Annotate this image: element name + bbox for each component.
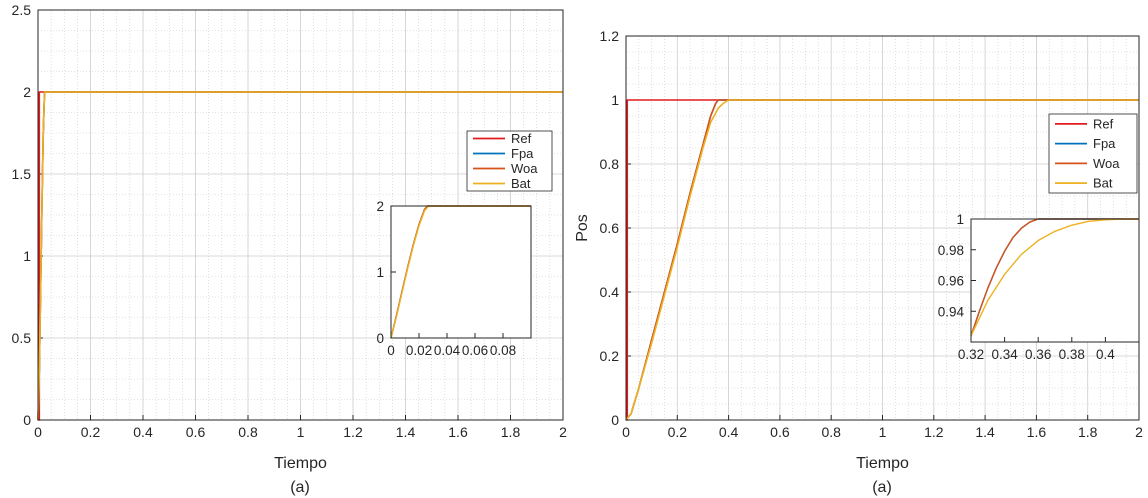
panel-1-legend-label-bat: Bat (511, 176, 531, 191)
panel-1-x-tick-label: 1.6 (448, 424, 468, 440)
panel-2-inset-axes: 0.32 0.34 0.36 0.38 0.4 0.94 0.96 0.98 1 (938, 212, 1140, 362)
panel-2-y-tick-label: 0.4 (600, 284, 620, 300)
panel-1-x-tick-label: 1 (297, 424, 305, 440)
panel-2-legend-label-ref: Ref (1093, 116, 1114, 131)
panel-1-inset-frame (390, 205, 532, 339)
panel-2-y-tick-label: 1.2 (600, 28, 620, 44)
panel-1-inset-y-tick-label: 0 (376, 331, 384, 346)
panel-1-x-tick-label: 0.4 (133, 424, 153, 440)
panel-2-x-tick-label: 0 (622, 424, 630, 440)
panel-1-inset-axes: 0 0.02 0.04 0.06 0.08 0 1 2 (376, 199, 532, 358)
panel-1-y-tick-label: 1 (23, 248, 31, 264)
panel-1-legend-box (466, 130, 553, 192)
panel-1-y-tick-label: 2 (23, 84, 31, 100)
panel-2-inset-x-tick-label: 0.4 (1096, 347, 1115, 362)
panel-2-x-tick-label: 1 (879, 424, 887, 440)
panel-2-legend-box (1048, 113, 1138, 194)
panel-1-inset-series-bat (390, 205, 531, 339)
panel-2-legend-label-fpa: Fpa (1093, 136, 1116, 151)
panel-1-legend-label-ref: Ref (511, 131, 532, 146)
panel-2-inset-x-tick-label: 0.34 (991, 347, 1018, 362)
panel-2-inset-series-bat (970, 218, 1139, 337)
panel-1-x-tick-label: 0.8 (238, 424, 258, 440)
panel-1-legend-label-woa: Woa (511, 161, 538, 176)
panel-2-x-tick-label: 1.4 (975, 424, 995, 440)
panel-1-y-tick-label: 0 (23, 412, 31, 428)
panel-2-inset-x-tick-label: 0.36 (1025, 347, 1051, 362)
panel-2-y-axis-label: Pos (574, 214, 591, 242)
panel-1-inset-x-tick-label: 0.04 (434, 343, 461, 358)
panel-2-legend-label-woa: Woa (1093, 156, 1120, 171)
panel-2-x-axis-label: Tiempo (856, 455, 909, 472)
panel-2-legend: Ref Fpa Woa Bat (1048, 113, 1138, 194)
panel-2-x-tick-label: 0.6 (770, 424, 790, 440)
panel-1-y-tick-label: 2.5 (12, 2, 32, 18)
panel-1-caption: (a) (290, 479, 310, 496)
panel-2-x-tick-label: 0.8 (821, 424, 841, 440)
panel-2-inset-y-tick-label: 0.98 (938, 243, 964, 258)
panel-1-x-axis-label: Tiempo (274, 455, 327, 472)
panel-1-y-tick-label: 1.5 (12, 166, 32, 182)
panel-1-x-tick-label: 0.6 (186, 424, 206, 440)
panel-2-x-tick-label: 1.6 (1027, 424, 1047, 440)
panel-2-inset-x-tick-label: 0.32 (958, 347, 984, 362)
panel-2-inset-y-tick-label: 0.96 (938, 274, 964, 289)
panel-2-x-tick-label: 1.2 (924, 424, 944, 440)
panel-1-legend-label-fpa: Fpa (511, 146, 534, 161)
panel-1-inset-x-tick-label: 0.08 (490, 343, 516, 358)
panel-1-inset-x-tick-label: 0 (387, 343, 395, 358)
panel-2-series-bat (625, 99, 1139, 421)
panel-1-x-tick-label: 1.8 (501, 424, 521, 440)
panel-2-x-tick-label: 0.4 (719, 424, 739, 440)
panel-1-x-tick-label: 0 (34, 424, 42, 440)
panel-2-y-tick-label: 0.2 (600, 348, 620, 364)
panel-1-x-tick-label: 1.4 (396, 424, 416, 440)
panel-1-inset-x-tick-label: 0.02 (406, 343, 432, 358)
panel-2-inset-plot-background (971, 219, 1139, 342)
panel-2-x-tick-label: 0.2 (668, 424, 688, 440)
panel-2-inset-x-tick-label: 0.38 (1059, 347, 1085, 362)
panel-2-inset-y-tick-label: 1 (956, 212, 964, 227)
panel-1-x-tick-label: 0.2 (81, 424, 101, 440)
panel-1-inset-y-tick-label: 2 (376, 199, 384, 214)
panel-1-x-tick-label: 2 (559, 424, 567, 440)
panel-1-y-tick-label: 0.5 (12, 330, 32, 346)
panel-2-y-tick-label: 1 (611, 92, 619, 108)
panel-1-x-tick-label: 1.2 (343, 424, 363, 440)
panel-2-inset-y-tick-label: 0.94 (938, 304, 965, 319)
panel-2-caption: (a) (872, 479, 892, 496)
panel-1-series-bat (37, 91, 563, 421)
panel-1-inset-x-tick-label: 0.06 (462, 343, 488, 358)
panel-1-inset-y-tick-label: 1 (376, 265, 384, 280)
panel-2-y-tick-label: 0.6 (600, 220, 620, 236)
panel-2-legend-label-bat: Bat (1093, 176, 1113, 191)
panel-1-frame (37, 9, 564, 421)
panel-2-x-tick-label: 1.8 (1078, 424, 1098, 440)
panel-2-y-tick-label: 0 (611, 412, 619, 428)
panel-2-inset-frame (970, 218, 1140, 343)
panel-2-y-tick-label: 0.8 (600, 156, 620, 172)
panel-1-inset-plot-background (391, 206, 531, 338)
panel-2-x-tick-label: 2 (1135, 424, 1143, 440)
